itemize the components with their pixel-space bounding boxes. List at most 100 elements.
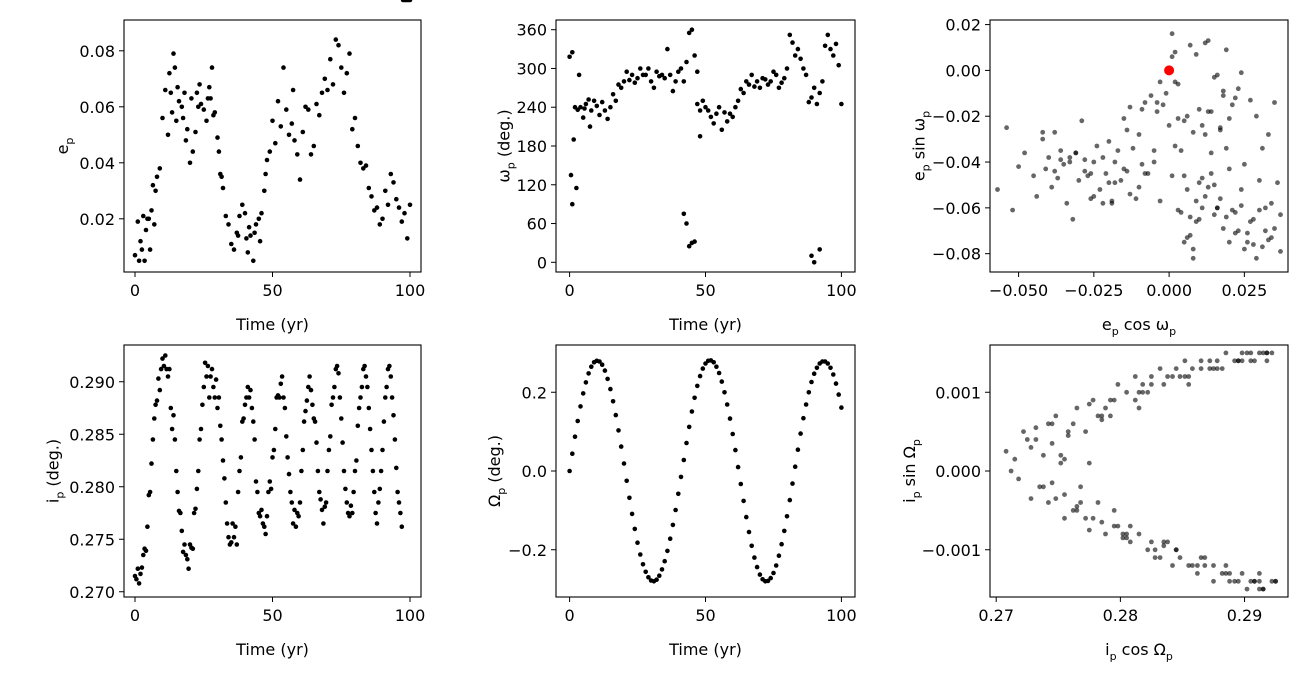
label-part: (deg.) — [44, 439, 63, 492]
data-point — [763, 77, 768, 82]
data-point — [1074, 504, 1080, 509]
data-point — [257, 513, 263, 519]
data-point — [284, 434, 289, 439]
y-tick-label: 0.280 — [69, 478, 115, 497]
data-point — [163, 87, 168, 93]
data-point — [1211, 74, 1217, 80]
data-point — [376, 500, 381, 505]
data-point — [583, 101, 589, 107]
data-points — [995, 31, 1283, 261]
data-point — [1229, 102, 1235, 108]
data-point — [215, 405, 220, 411]
data-point — [1121, 116, 1127, 121]
data-point — [580, 115, 586, 120]
data-point — [768, 79, 773, 84]
data-point — [587, 124, 593, 129]
data-point — [322, 76, 328, 82]
data-point — [182, 90, 187, 96]
panel-esin-vs-ecos: −0.050 −0.025 0.000 0.025 −0.08 −0.06 −0.04 −0.… — [910, 16, 1289, 338]
data-point — [643, 569, 648, 575]
data-point — [1238, 203, 1244, 209]
data-point — [230, 521, 235, 526]
data-point — [157, 166, 163, 171]
data-point — [190, 149, 196, 154]
data-point — [722, 110, 727, 115]
data-point — [790, 481, 795, 486]
data-point — [277, 395, 282, 400]
data-point — [1120, 531, 1126, 537]
data-point — [301, 419, 307, 424]
data-point — [312, 419, 318, 424]
data-point — [355, 143, 361, 149]
data-point — [735, 464, 741, 470]
data-point — [1076, 178, 1082, 183]
data-points — [132, 37, 413, 264]
data-point — [1269, 350, 1275, 356]
data-point — [340, 440, 345, 445]
label-part: i — [1105, 640, 1109, 659]
y-tick-label: 360 — [516, 21, 547, 40]
data-point — [355, 423, 361, 429]
data-point — [1278, 212, 1283, 218]
data-point — [754, 564, 760, 570]
y-axis-label: ip​ sin Ωp​ — [900, 439, 923, 503]
data-point — [226, 222, 231, 227]
data-point — [394, 196, 399, 202]
data-point — [267, 479, 273, 484]
x-axis-label: Time (yr) — [668, 315, 742, 334]
data-point — [822, 43, 828, 49]
data-point — [1257, 178, 1262, 183]
data-point — [1211, 563, 1216, 568]
data-point — [659, 567, 665, 572]
data-point — [1022, 150, 1027, 156]
data-point — [681, 457, 687, 463]
data-point — [1062, 492, 1067, 497]
data-point — [138, 238, 143, 244]
data-point — [692, 53, 697, 58]
data-point — [643, 72, 648, 78]
data-point — [1223, 47, 1229, 53]
data-point — [1244, 586, 1250, 592]
data-point — [648, 79, 654, 84]
data-point — [244, 236, 249, 241]
x-tick-label: −0.025 — [1064, 281, 1123, 300]
data-point — [385, 202, 391, 208]
data-point — [286, 471, 292, 477]
data-point — [132, 252, 138, 258]
data-point — [1273, 578, 1278, 584]
data-point — [1083, 429, 1088, 434]
data-point — [212, 110, 218, 115]
data-point — [176, 98, 182, 104]
data-point — [150, 182, 156, 188]
data-point — [198, 101, 204, 107]
data-point — [605, 116, 610, 122]
data-point — [147, 489, 153, 495]
data-point — [1175, 207, 1181, 213]
data-point — [1062, 456, 1067, 462]
data-point — [212, 395, 218, 400]
data-point — [1040, 129, 1046, 135]
data-point — [405, 236, 410, 241]
data-point — [1226, 239, 1232, 245]
data-point — [771, 570, 776, 576]
data-point — [307, 374, 312, 379]
data-point — [716, 370, 722, 376]
data-point — [231, 247, 237, 252]
panel-ep-vs-time: 0 50 100 0.02 0.04 0.06 0.08 Time (yr) ep​ — [53, 19, 425, 334]
data-point — [1254, 113, 1259, 119]
data-point — [651, 85, 657, 91]
y-tick-label: 180 — [516, 137, 547, 156]
data-point — [692, 239, 697, 244]
data-point — [308, 152, 314, 157]
data-point — [1211, 578, 1216, 584]
data-point — [591, 98, 597, 104]
data-point — [817, 247, 822, 252]
y-tick-label: 0.0 — [522, 462, 547, 481]
data-point — [282, 405, 288, 411]
data-point — [399, 219, 405, 224]
data-point — [616, 428, 621, 433]
data-point — [1086, 460, 1092, 466]
data-point — [1169, 31, 1175, 37]
label-part: e — [53, 145, 72, 155]
data-point — [252, 437, 257, 442]
